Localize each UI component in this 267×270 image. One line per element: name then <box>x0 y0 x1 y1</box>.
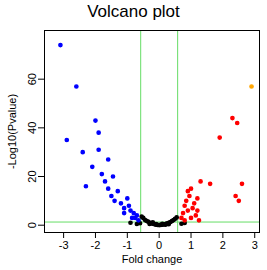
svg-text:-1: -1 <box>122 239 132 251</box>
svg-text:40: 40 <box>26 122 38 134</box>
svg-text:20: 20 <box>26 170 38 182</box>
svg-text:3: 3 <box>252 239 258 251</box>
svg-text:0: 0 <box>26 222 38 228</box>
html-text:Volcano plot: Volcano plot <box>87 2 180 21</box>
svg-text:2: 2 <box>220 239 226 251</box>
svg-text:Fold change: Fold change <box>122 253 183 265</box>
svg-text:-3: -3 <box>59 239 69 251</box>
svg-text:-2: -2 <box>91 239 101 251</box>
svg-text:-Log10(Pvalue): -Log10(Pvalue) <box>6 94 18 169</box>
svg-text:0: 0 <box>156 239 162 251</box>
svg-text:1: 1 <box>188 239 194 251</box>
svg-text:60: 60 <box>26 73 38 85</box>
